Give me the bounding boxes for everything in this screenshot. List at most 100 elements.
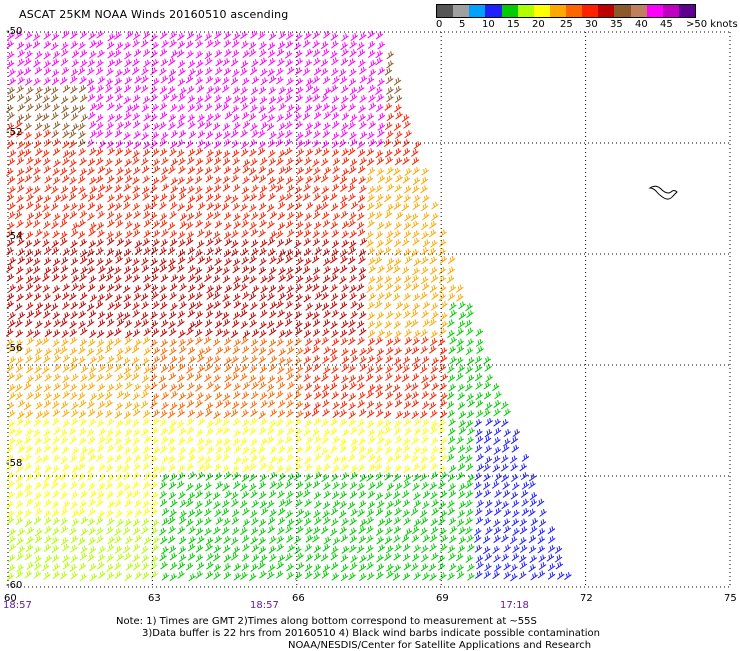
wind-barb [186, 417, 195, 426]
wind-barb [483, 435, 492, 444]
wind-barb [285, 255, 293, 264]
wind-barb [384, 509, 393, 518]
wind-barb [205, 355, 214, 364]
wind-barb [240, 355, 249, 364]
wind-barb [114, 454, 123, 463]
wind-barb [465, 347, 474, 356]
wind-barb [62, 84, 71, 93]
wind-barb [16, 266, 24, 275]
wind-barb [24, 489, 33, 498]
wind-barb [402, 175, 411, 184]
wind-barb [359, 356, 367, 365]
wind-barb [70, 240, 78, 249]
wind-barb [214, 31, 222, 40]
wind-barb [278, 31, 287, 40]
wind-barb [368, 120, 377, 129]
wind-barb [376, 419, 385, 428]
wind-barb [368, 265, 376, 274]
wind-barb [429, 266, 438, 275]
wind-barb [313, 552, 322, 561]
wind-barb [449, 302, 457, 311]
wind-barb [7, 32, 15, 41]
wind-barb [26, 201, 34, 210]
wind-barb [215, 445, 224, 455]
wind-barb [241, 40, 249, 49]
wind-barb [276, 465, 284, 474]
wind-barb [446, 275, 455, 284]
legend-swatch [630, 5, 647, 17]
wind-barb [439, 399, 448, 408]
wind-barb [350, 508, 358, 517]
wind-barb [168, 445, 177, 454]
wind-barb [320, 67, 329, 76]
wind-barb [268, 157, 277, 166]
wind-barb [107, 147, 116, 156]
wind-barb [421, 390, 429, 400]
wind-barb [413, 518, 422, 527]
wind-barb [233, 213, 241, 222]
wind-barb [169, 573, 178, 582]
wind-barb [159, 219, 168, 228]
wind-barb [205, 57, 213, 66]
wind-barb [483, 489, 492, 498]
wind-barb [375, 86, 383, 95]
wind-barb [500, 463, 509, 472]
wind-barb [249, 275, 257, 284]
wind-barb [151, 437, 159, 446]
wind-barb [131, 372, 140, 381]
wind-barb [240, 571, 248, 580]
wind-barb [357, 463, 366, 472]
wind-barb [230, 409, 239, 418]
wind-barb [339, 292, 348, 301]
wind-barb [115, 219, 124, 228]
wind-barb [377, 518, 386, 527]
wind-barb [366, 544, 374, 554]
wind-barb [95, 410, 104, 419]
wind-barb [483, 409, 491, 418]
wind-barb [143, 328, 151, 337]
wind-barb [305, 283, 313, 292]
wind-barb [303, 139, 312, 148]
wind-barb [377, 112, 386, 121]
wind-barb [141, 545, 149, 554]
wind-barb [366, 552, 375, 562]
wind-barb [250, 490, 258, 499]
wind-barb [313, 221, 322, 230]
wind-barb [269, 301, 278, 310]
wind-barb [492, 464, 501, 473]
wind-barb [267, 68, 275, 77]
wind-barb [428, 345, 437, 354]
wind-barb [195, 508, 203, 517]
wind-barb [214, 391, 223, 400]
wind-barb [386, 113, 395, 122]
wind-barb [160, 319, 169, 328]
wind-barb [413, 544, 421, 553]
wind-barb [547, 571, 556, 580]
wind-barb [284, 464, 293, 474]
wind-barb [196, 437, 205, 446]
wind-barb [78, 186, 86, 195]
wind-barb [421, 554, 429, 563]
wind-barb [438, 465, 447, 474]
wind-barb [152, 301, 160, 310]
wind-barb [107, 355, 115, 364]
wind-barb [188, 265, 196, 274]
wind-barb [213, 202, 222, 211]
wind-barb [393, 525, 402, 534]
wind-barb [71, 222, 80, 231]
wind-barb [161, 156, 169, 166]
wind-barb [294, 435, 303, 444]
wind-barb [476, 499, 484, 508]
wind-barb [359, 518, 368, 527]
wind-barb [140, 311, 149, 320]
wind-barb [304, 419, 313, 428]
wind-barb [195, 399, 203, 408]
wind-barb [286, 409, 294, 418]
wind-barb [125, 175, 133, 184]
wind-barb [278, 149, 286, 158]
wind-barb [232, 417, 241, 426]
wind-barb [141, 390, 149, 399]
wind-barb [331, 183, 340, 192]
wind-barb [185, 40, 194, 49]
wind-barb [195, 527, 204, 536]
